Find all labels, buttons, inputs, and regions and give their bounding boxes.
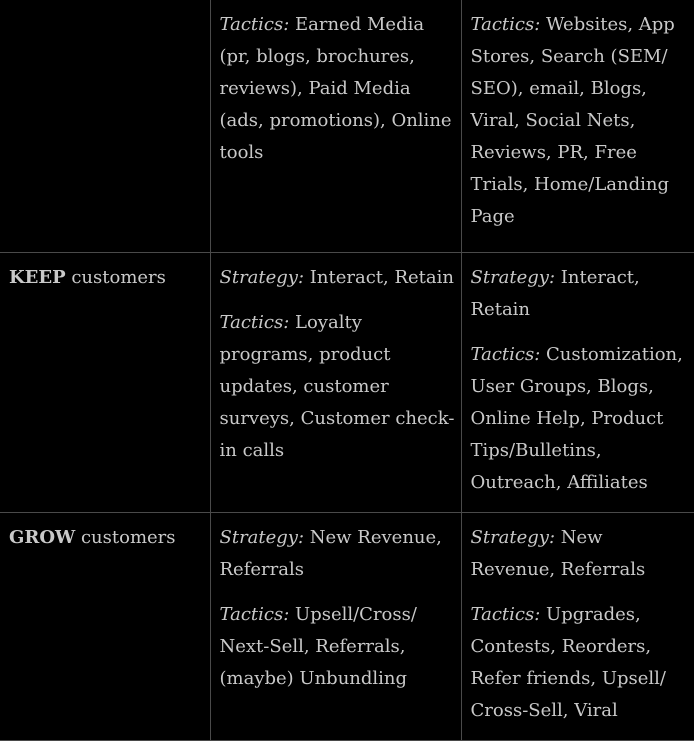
tactics-paragraph: Tactics: Upsell/Cross/ Next-Sell, Referr… (220, 599, 455, 695)
online-cell: Strategy: New Revenue, Referrals Tactics… (461, 512, 694, 741)
row-header (0, 0, 211, 253)
tactics-text: Loyalty programs, product updates, custo… (219, 311, 455, 461)
tactics-text: Upsell/Cross/ Next-Sell, Referrals, (may… (219, 603, 417, 689)
tactics-label: Tactics: (219, 311, 290, 333)
tactics-text: Websites, App Stores, Search (SEM/ SEO),… (470, 14, 675, 227)
strategy-text: Interact, Retain (304, 266, 454, 288)
tactics-label: Tactics: (219, 603, 290, 625)
row-header: KEEP customers (0, 252, 211, 513)
tactics-paragraph: Tactics: Earned Media (pr, blogs, brochu… (220, 9, 455, 169)
tactics-paragraph: Tactics: Loyalty programs, product updat… (220, 307, 455, 467)
strategy-paragraph: Strategy: Interact, Retain (471, 262, 689, 326)
offline-cell: Strategy: New Revenue, Referrals Tactics… (210, 512, 462, 741)
row-keyword: GROW (9, 526, 76, 548)
offline-cell: Strategy: Interact, Retain Tactics: Loya… (210, 252, 462, 513)
online-cell: Tactics: Websites, App Stores, Search (S… (461, 0, 694, 253)
strategy-label: Strategy: (470, 526, 556, 548)
strategy-label: Strategy: (470, 266, 556, 288)
strategy-paragraph: Strategy: New Revenue, Referrals (220, 522, 455, 586)
row-keyword: KEEP (9, 266, 66, 288)
row-header-rest: customers (75, 526, 176, 548)
tactics-paragraph: Tactics: Websites, App Stores, Search (S… (471, 9, 689, 233)
row-header: GROW customers (0, 512, 211, 741)
tactics-label: Tactics: (470, 14, 541, 35)
tactics-paragraph: Tactics: Upgrades, Contests, Reorders, R… (471, 599, 689, 727)
strategy-text: New Revenue, Referrals (219, 526, 442, 580)
tactics-text: Upgrades, Contests, Reorders, Refer frie… (470, 603, 666, 721)
tactics-label: Tactics: (470, 603, 541, 625)
tactics-label: Tactics: (219, 14, 290, 35)
strategy-label: Strategy: (219, 526, 305, 548)
strategy-label: Strategy: (219, 266, 305, 288)
offline-cell: Tactics: Earned Media (pr, blogs, brochu… (210, 0, 462, 253)
row-header-rest: customers (65, 266, 166, 288)
tactics-paragraph: Tactics: Customization, User Groups, Blo… (471, 339, 689, 499)
table-row-grow: GROW customers Strategy: New Revenue, Re… (0, 512, 694, 741)
strategy-text: New Revenue, Referrals (470, 526, 646, 580)
tactics-text: Earned Media (pr, blogs, brochures, revi… (219, 14, 452, 163)
tactics-text: Customization, User Groups, Blogs, Onlin… (470, 343, 683, 493)
strategy-paragraph: Strategy: Interact, Retain (220, 262, 455, 294)
table-row-get: Tactics: Earned Media (pr, blogs, brochu… (0, 0, 694, 253)
tactics-label: Tactics: (470, 343, 541, 365)
online-cell: Strategy: Interact, Retain Tactics: Cust… (461, 252, 694, 513)
table-row-keep: KEEP customers Strategy: Interact, Retai… (0, 252, 694, 513)
strategy-text: Interact, Retain (470, 266, 640, 320)
strategy-paragraph: Strategy: New Revenue, Referrals (471, 522, 689, 586)
